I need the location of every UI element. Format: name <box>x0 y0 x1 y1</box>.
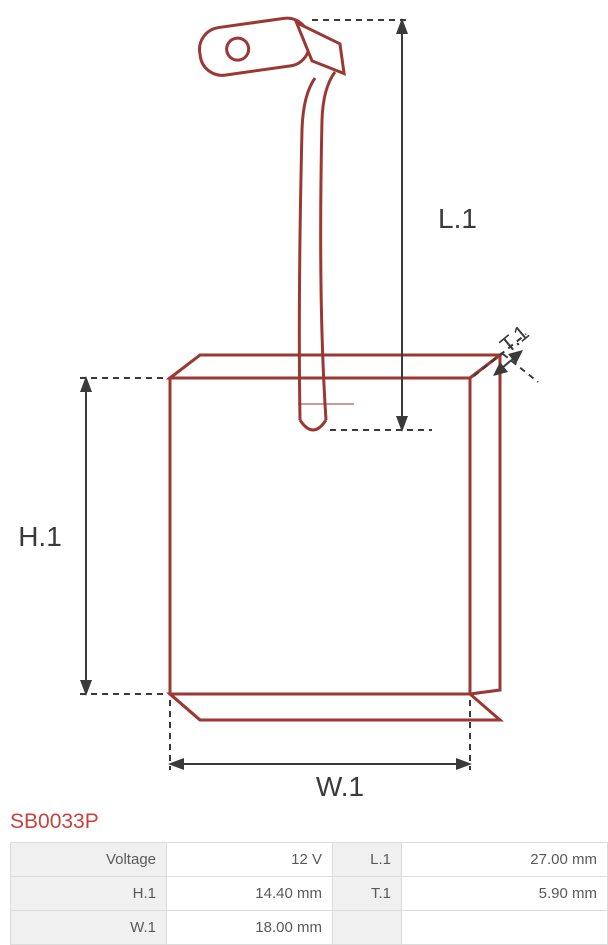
spec-label: W.1 <box>11 911 167 945</box>
spec-table: Voltage 12 V L.1 27.00 mm H.1 14.40 mm T… <box>10 842 608 945</box>
brush-top-face <box>170 355 500 378</box>
brush-side-face <box>470 355 500 694</box>
spec-value: 27.00 mm <box>402 843 608 877</box>
spec-label: Voltage <box>11 843 167 877</box>
spec-row: W.1 18.00 mm <box>11 911 608 945</box>
label-t1: T.1 <box>495 320 534 358</box>
label-h1: H.1 <box>18 521 62 552</box>
terminal-connector <box>197 11 344 93</box>
spec-value: 18.00 mm <box>167 911 333 945</box>
part-number: SB0033P <box>0 810 608 842</box>
spec-label: L.1 <box>333 843 402 877</box>
spec-value: 12 V <box>167 843 333 877</box>
spec-label <box>333 911 402 945</box>
terminal-hole <box>225 37 250 62</box>
brush-bottom-face <box>170 694 500 720</box>
technical-diagram: H.1 W.1 L.1 T.1 <box>0 0 608 810</box>
spec-value: 14.40 mm <box>167 877 333 911</box>
label-w1: W.1 <box>316 771 364 802</box>
spec-label: H.1 <box>11 877 167 911</box>
spec-row: Voltage 12 V L.1 27.00 mm <box>11 843 608 877</box>
dimension-h1: H.1 <box>18 376 166 696</box>
spec-row: H.1 14.40 mm T.1 5.90 mm <box>11 877 608 911</box>
spec-table-body: Voltage 12 V L.1 27.00 mm H.1 14.40 mm T… <box>11 843 608 945</box>
spec-value: 5.90 mm <box>402 877 608 911</box>
spec-value <box>402 911 608 945</box>
spec-label: T.1 <box>333 877 402 911</box>
label-l1: L.1 <box>438 203 477 234</box>
diagram-svg: H.1 W.1 L.1 T.1 <box>0 0 608 810</box>
